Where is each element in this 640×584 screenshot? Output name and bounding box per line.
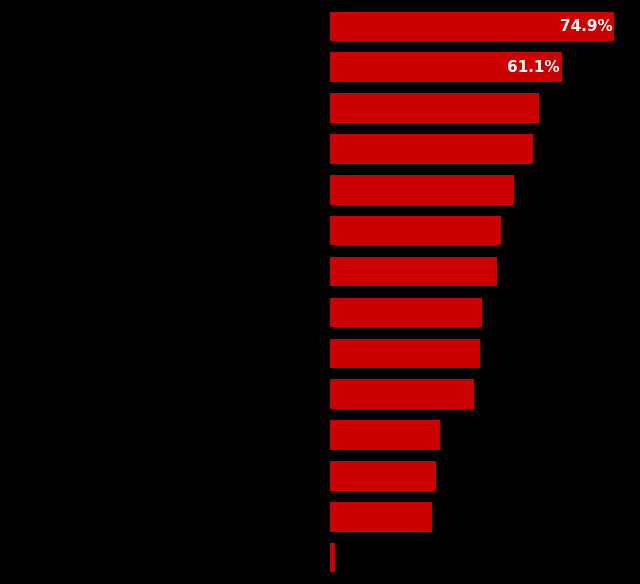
- Bar: [330, 461, 436, 491]
- Bar: [330, 175, 514, 204]
- Bar: [330, 298, 482, 327]
- Bar: [330, 420, 440, 450]
- Bar: [330, 257, 497, 286]
- Bar: [330, 134, 533, 164]
- Bar: [330, 502, 432, 531]
- Bar: [330, 339, 480, 368]
- Bar: [330, 216, 500, 245]
- Bar: [330, 53, 562, 82]
- Text: 61.1%: 61.1%: [508, 60, 560, 75]
- Bar: [330, 543, 335, 572]
- Bar: [330, 93, 539, 123]
- Bar: [330, 380, 474, 409]
- Bar: [330, 12, 614, 41]
- Text: 74.9%: 74.9%: [559, 19, 612, 34]
